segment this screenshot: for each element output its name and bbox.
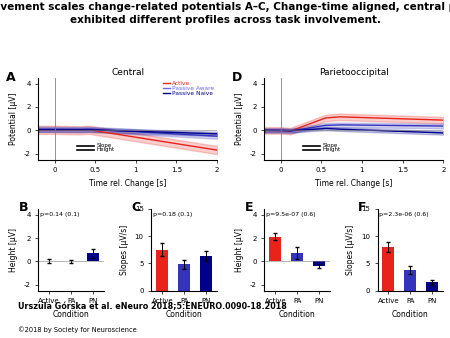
- Text: Task involvement scales change-related potentials A–C, Change-time aligned, cent: Task involvement scales change-related p…: [0, 2, 450, 12]
- Text: F: F: [358, 200, 366, 214]
- Bar: [156, 250, 168, 291]
- X-axis label: Time rel. Change [s]: Time rel. Change [s]: [315, 179, 392, 188]
- X-axis label: Condition: Condition: [279, 310, 315, 319]
- Bar: [291, 253, 303, 261]
- Title: Parietooccipital: Parietooccipital: [319, 68, 389, 77]
- Text: E: E: [245, 200, 253, 214]
- Text: Height: Height: [97, 147, 115, 152]
- Bar: [382, 247, 395, 291]
- Text: D: D: [232, 71, 243, 84]
- Text: p=2.3e-06 (0.6): p=2.3e-06 (0.6): [379, 212, 429, 217]
- Text: Slope: Slope: [97, 143, 112, 148]
- X-axis label: Condition: Condition: [392, 310, 429, 319]
- Y-axis label: Slopes [µV/s]: Slopes [µV/s]: [346, 225, 356, 275]
- Y-axis label: Potential [µV]: Potential [µV]: [9, 92, 18, 145]
- Bar: [426, 283, 438, 291]
- Text: C: C: [131, 200, 141, 214]
- Y-axis label: Height [µV]: Height [µV]: [9, 228, 18, 272]
- Bar: [405, 270, 416, 291]
- Title: Central: Central: [111, 68, 144, 77]
- X-axis label: Time rel. Change [s]: Time rel. Change [s]: [89, 179, 166, 188]
- Y-axis label: Slopes [µV/s]: Slopes [µV/s]: [120, 225, 129, 275]
- Text: Urszula Górska et al. eNeuro 2018;5:ENEURO.0090-18.2018: Urszula Górska et al. eNeuro 2018;5:ENEU…: [18, 302, 287, 311]
- Text: B: B: [18, 200, 28, 214]
- Text: A: A: [6, 71, 16, 84]
- Bar: [178, 264, 190, 291]
- Text: p=0.14 (0.1): p=0.14 (0.1): [40, 212, 80, 217]
- Text: p=0.18 (0.1): p=0.18 (0.1): [153, 212, 193, 217]
- Bar: [200, 256, 212, 291]
- Y-axis label: Height [µV]: Height [µV]: [235, 228, 244, 272]
- Bar: [270, 237, 281, 261]
- Text: Height: Height: [323, 147, 341, 152]
- Text: p=9.5e-07 (0.6): p=9.5e-07 (0.6): [266, 212, 316, 217]
- Legend: Active, Passive Aware, Passive Naive: Active, Passive Aware, Passive Naive: [163, 81, 214, 96]
- X-axis label: Condition: Condition: [53, 310, 90, 319]
- X-axis label: Condition: Condition: [166, 310, 203, 319]
- Text: Slope: Slope: [323, 143, 338, 148]
- Y-axis label: Potential [µV]: Potential [µV]: [235, 92, 244, 145]
- Text: exhibited different profiles across task involvement.: exhibited different profiles across task…: [69, 15, 381, 25]
- Bar: [87, 253, 99, 261]
- Text: ©2018 by Society for Neuroscience: ©2018 by Society for Neuroscience: [18, 326, 137, 333]
- Bar: [313, 261, 325, 266]
